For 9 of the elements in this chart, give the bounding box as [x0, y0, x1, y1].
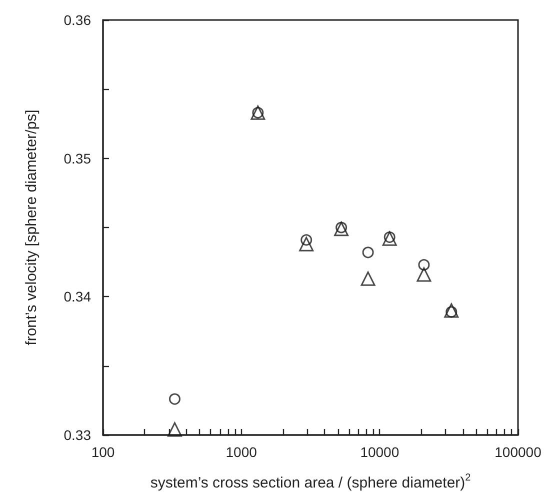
x-tick-label: 100 [91, 444, 115, 460]
x-tick-label: 1000 [226, 444, 258, 460]
y-axis-title: front’s velocity [sphere diameter/ps] [23, 110, 40, 346]
y-tick-label: 0.34 [64, 288, 92, 305]
y-tick-label: 0.33 [64, 427, 92, 443]
x-tick-label: 10000 [360, 444, 400, 460]
x-tick-label: 100000 [494, 444, 542, 460]
y-tick-label: 0.35 [64, 150, 92, 166]
y-tick-label: 0.36 [64, 12, 92, 28]
